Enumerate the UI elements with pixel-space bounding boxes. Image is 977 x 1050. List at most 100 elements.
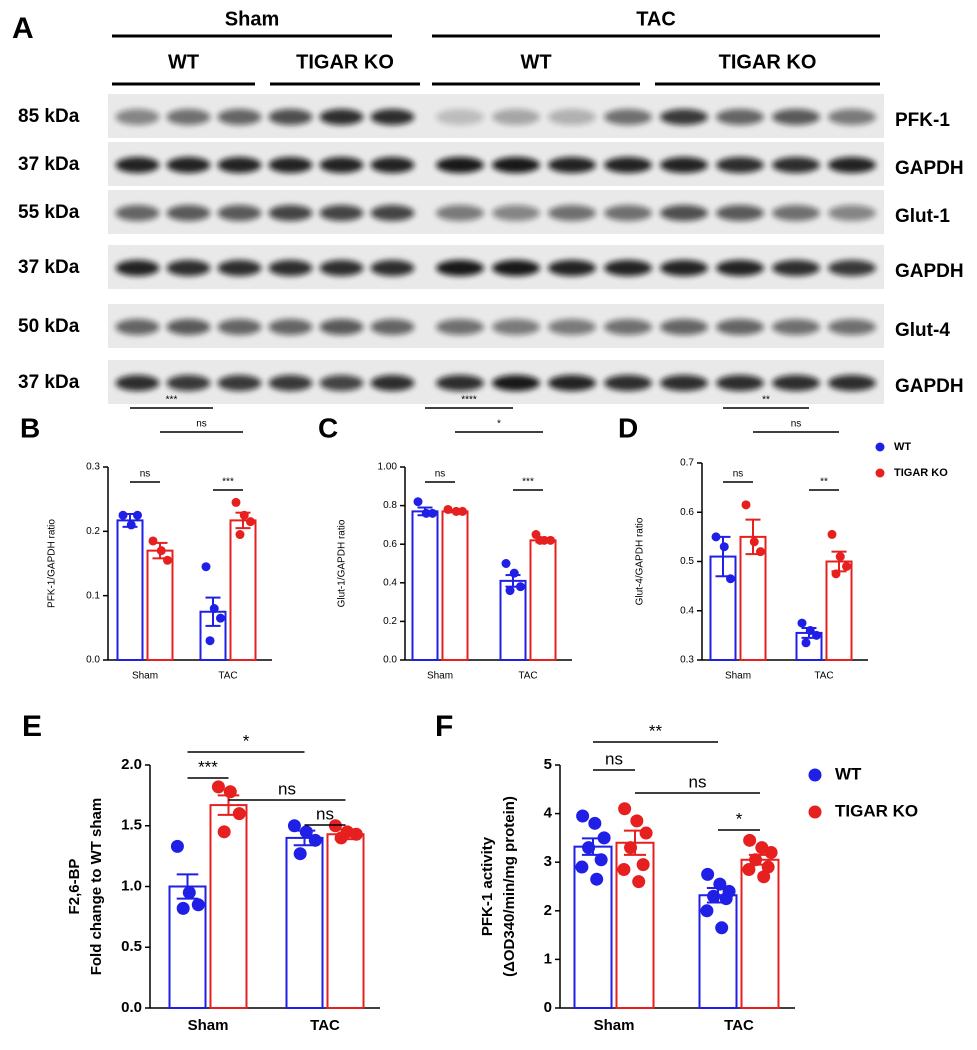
data-point (636, 858, 650, 872)
y-tick-label: 0.7 (680, 458, 694, 469)
significance-label: *** (522, 477, 534, 488)
data-point (742, 862, 756, 876)
blot-band (548, 205, 596, 221)
data-point (349, 827, 363, 841)
significance-label: *** (166, 395, 178, 406)
data-point (176, 901, 190, 915)
kda-label: 37 kDa (18, 154, 80, 175)
blot-band (660, 205, 708, 221)
data-point (421, 508, 431, 518)
blot-band (319, 319, 364, 335)
legend-marker (808, 805, 822, 819)
y-tick-label: 1.0 (121, 877, 142, 894)
significance-label: ns (689, 772, 707, 791)
data-point (805, 625, 815, 635)
data-point (624, 841, 638, 855)
significance-label: ** (649, 721, 663, 740)
data-point (239, 510, 249, 520)
data-point (576, 809, 590, 823)
blot-band (828, 375, 876, 391)
x-tick-label: Sham (188, 1017, 229, 1034)
blot-band (548, 109, 596, 125)
blot-band (166, 157, 211, 173)
blot-band (436, 260, 484, 276)
blot-band (319, 205, 364, 221)
significance-label: **** (461, 395, 477, 406)
data-point (223, 785, 237, 799)
data-point (630, 814, 644, 828)
bar (441, 510, 469, 662)
data-point (205, 636, 215, 646)
blot-band (319, 375, 364, 391)
blot-band (604, 260, 652, 276)
panel-label: C (318, 412, 338, 443)
blot-band (268, 260, 313, 276)
panel-label: B (20, 412, 40, 443)
significance-label: ns (316, 804, 334, 823)
data-point (597, 831, 611, 845)
blot-band (166, 205, 211, 221)
blot-band (217, 109, 262, 125)
data-point (590, 872, 604, 886)
blot-band (217, 260, 262, 276)
blot-band (115, 109, 160, 125)
data-point (575, 860, 589, 874)
significance-label: *** (198, 757, 218, 776)
data-point (516, 582, 525, 592)
blot-band (217, 375, 262, 391)
blot-band (604, 205, 652, 221)
data-point (594, 853, 608, 867)
blot-band (772, 157, 820, 173)
subgroup-label: WT (168, 51, 199, 73)
blot-band (319, 109, 364, 125)
protein-label: GAPDH (895, 261, 964, 282)
legend-label: WT (894, 441, 911, 453)
blot-band (319, 157, 364, 173)
data-point (617, 862, 631, 876)
y-axis-label: F2,6-BP (66, 859, 83, 915)
data-point (156, 546, 166, 556)
data-point (842, 561, 851, 571)
blot-band (716, 319, 764, 335)
data-point (287, 819, 301, 833)
x-tick-label: TAC (814, 671, 833, 682)
data-point (413, 497, 423, 507)
y-tick-label: 1.5 (121, 817, 142, 834)
data-point (308, 833, 322, 847)
panel-label: D (618, 412, 638, 443)
y-axis-label: Glut-1/GAPDH ratio (337, 519, 348, 607)
legend-label: TIGAR KO (894, 467, 948, 479)
data-point (505, 586, 515, 596)
y-tick-label: 0.3 (86, 462, 100, 473)
blot-band (828, 260, 876, 276)
data-point (546, 535, 555, 545)
x-tick-label: TAC (218, 671, 237, 682)
blot-band (604, 375, 652, 391)
kda-label: 50 kDa (18, 316, 80, 337)
y-tick-label: 0.6 (680, 507, 694, 518)
data-point (711, 532, 721, 542)
data-point (757, 870, 771, 884)
blot-band (660, 319, 708, 335)
significance-label: *** (222, 477, 234, 488)
protein-label: GAPDH (895, 376, 964, 397)
group-label: Sham (225, 8, 279, 30)
blot-band (716, 109, 764, 125)
data-point (588, 816, 602, 830)
blot-band (604, 319, 652, 335)
protein-label: PFK-1 (895, 110, 950, 131)
data-point (835, 552, 845, 562)
legend-marker (808, 768, 822, 782)
data-point (761, 860, 775, 874)
significance-label: ** (820, 477, 828, 488)
data-point (133, 510, 142, 520)
bar (529, 539, 557, 662)
blot-band (217, 205, 262, 221)
panel-label: F (435, 710, 453, 743)
blot-band (370, 260, 415, 276)
blot-band (492, 375, 540, 391)
blot-band (660, 109, 708, 125)
blot-band (370, 157, 415, 173)
blot-band (604, 109, 652, 125)
bar (116, 519, 144, 661)
